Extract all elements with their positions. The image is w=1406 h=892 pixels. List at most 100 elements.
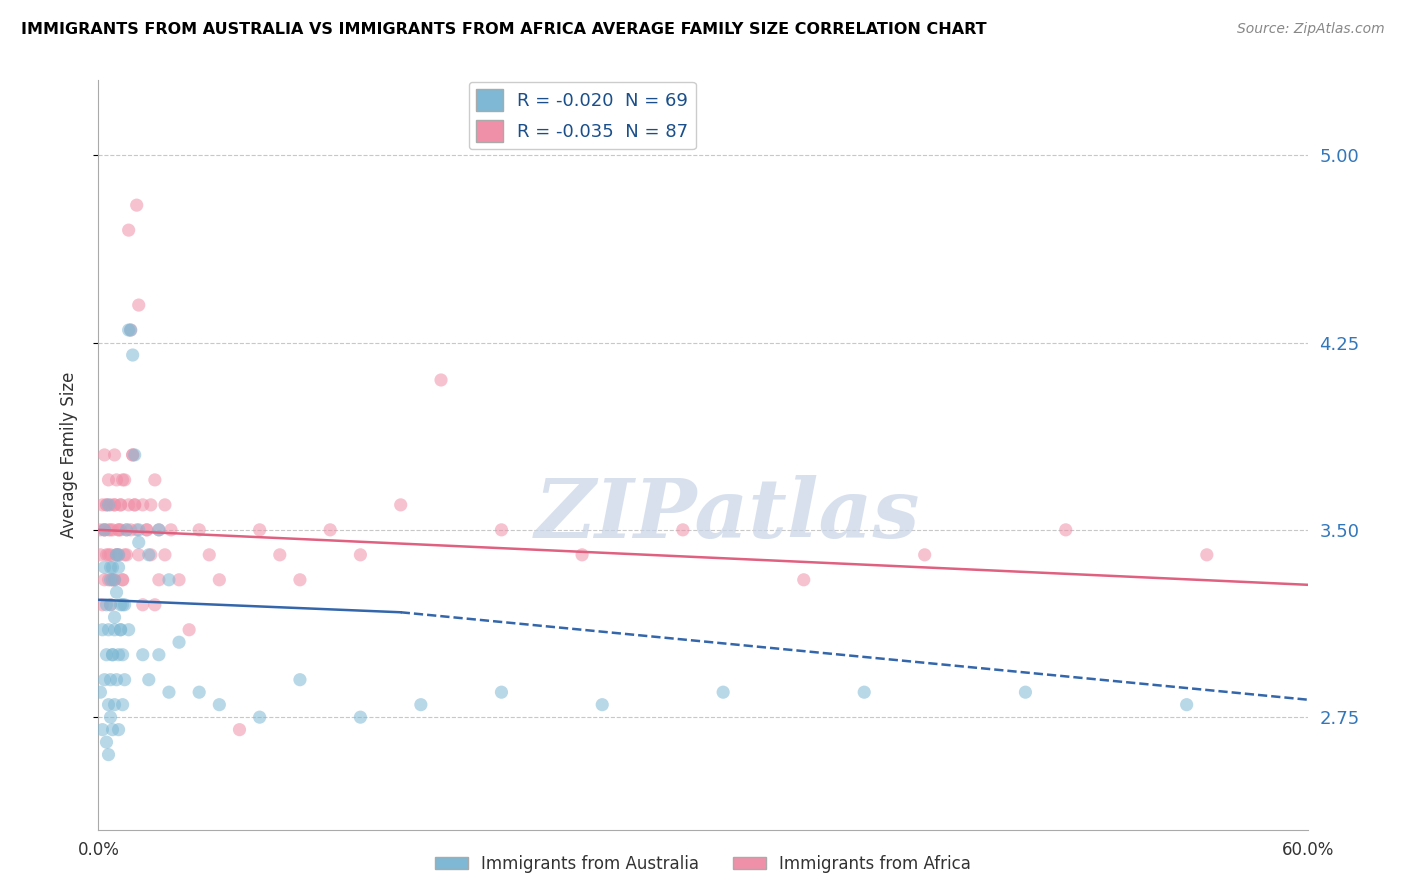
Point <box>105 473 128 487</box>
Point <box>110 523 132 537</box>
Point <box>793 573 815 587</box>
Point <box>128 535 150 549</box>
Point <box>349 710 371 724</box>
Point <box>103 623 125 637</box>
Point <box>571 548 593 562</box>
Point <box>389 498 412 512</box>
Point <box>120 323 142 337</box>
Point <box>114 548 136 562</box>
Point <box>167 635 190 649</box>
Point <box>1175 698 1198 712</box>
Point <box>96 498 118 512</box>
Point <box>188 685 211 699</box>
Point <box>135 523 157 537</box>
Point <box>89 685 111 699</box>
Point <box>97 623 120 637</box>
Point <box>105 673 128 687</box>
Point <box>105 548 128 562</box>
Point <box>1014 685 1036 699</box>
Point <box>124 498 146 512</box>
Point <box>153 548 176 562</box>
Point <box>107 560 129 574</box>
Y-axis label: Average Family Size: Average Family Size <box>59 372 77 538</box>
Point <box>111 573 134 587</box>
Point <box>118 623 141 637</box>
Point <box>121 448 143 462</box>
Point <box>118 498 141 512</box>
Point <box>349 548 371 562</box>
Point <box>103 498 125 512</box>
Point <box>128 298 150 312</box>
Point <box>288 673 311 687</box>
Point <box>228 723 250 737</box>
Point <box>93 523 115 537</box>
Point <box>103 448 125 462</box>
Point <box>97 473 120 487</box>
Point <box>97 747 120 762</box>
Point <box>319 523 342 537</box>
Point <box>409 698 432 712</box>
Point <box>114 598 136 612</box>
Point <box>91 623 114 637</box>
Point <box>143 473 166 487</box>
Point <box>89 548 111 562</box>
Text: ZIPatlas: ZIPatlas <box>534 475 920 555</box>
Point <box>100 523 122 537</box>
Point <box>100 573 122 587</box>
Point <box>111 573 134 587</box>
Point <box>93 448 115 462</box>
Point <box>107 648 129 662</box>
Point <box>96 548 118 562</box>
Point <box>91 723 114 737</box>
Point <box>100 498 122 512</box>
Point <box>491 685 513 699</box>
Point <box>114 673 136 687</box>
Point <box>135 523 157 537</box>
Point <box>249 710 271 724</box>
Point <box>96 598 118 612</box>
Point <box>93 673 115 687</box>
Point <box>121 448 143 462</box>
Legend: Immigrants from Australia, Immigrants from Africa: Immigrants from Australia, Immigrants fr… <box>427 848 979 880</box>
Point <box>107 548 129 562</box>
Point <box>115 523 138 537</box>
Point <box>148 523 170 537</box>
Point <box>111 473 134 487</box>
Point <box>100 560 122 574</box>
Point <box>120 323 142 337</box>
Point <box>591 698 613 712</box>
Point <box>97 698 120 712</box>
Point <box>105 585 128 599</box>
Point <box>93 523 115 537</box>
Point <box>101 648 124 662</box>
Point <box>93 560 115 574</box>
Point <box>188 523 211 537</box>
Point <box>110 498 132 512</box>
Point <box>111 698 134 712</box>
Point <box>110 598 132 612</box>
Point <box>132 498 155 512</box>
Point <box>101 560 124 574</box>
Point <box>103 610 125 624</box>
Point <box>100 598 122 612</box>
Point <box>853 685 876 699</box>
Point <box>157 573 180 587</box>
Point <box>208 698 231 712</box>
Point <box>103 573 125 587</box>
Point <box>160 523 183 537</box>
Point <box>97 573 120 587</box>
Point <box>128 523 150 537</box>
Point <box>139 548 162 562</box>
Point <box>153 498 176 512</box>
Point <box>91 498 114 512</box>
Point <box>121 348 143 362</box>
Point <box>120 523 142 537</box>
Point <box>107 723 129 737</box>
Point <box>110 623 132 637</box>
Point <box>97 548 120 562</box>
Point <box>93 573 115 587</box>
Point <box>110 498 132 512</box>
Point <box>249 523 271 537</box>
Point <box>1195 548 1218 562</box>
Point <box>143 598 166 612</box>
